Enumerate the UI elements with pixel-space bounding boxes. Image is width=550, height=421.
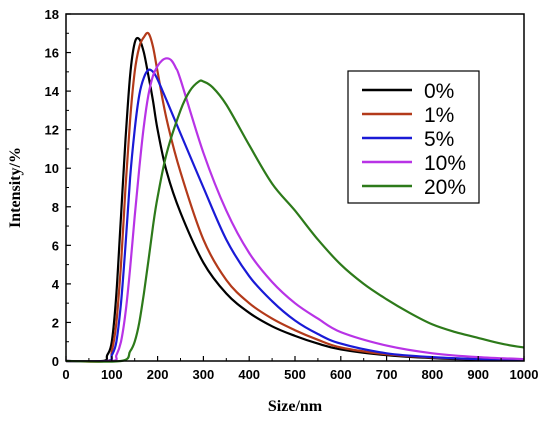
y-axis-title: Intensity/% (7, 147, 24, 228)
y-tick-label: 0 (52, 354, 59, 369)
x-tick-label: 400 (238, 367, 260, 382)
x-tick-label: 1000 (510, 367, 539, 382)
series-line-1 (65, 31, 525, 363)
y-tick-label: 8 (52, 200, 59, 215)
series-line-2 (65, 68, 525, 363)
y-tick-label: 4 (52, 277, 60, 292)
x-tick-label: 600 (330, 367, 352, 382)
legend-label-1: 1% (424, 104, 454, 127)
legend-label-2: 5% (424, 128, 454, 151)
legend-label-0: 0% (424, 80, 454, 103)
legend-label-3: 10% (424, 152, 466, 175)
series-layer (65, 31, 525, 363)
x-tick-label: 0 (62, 367, 69, 382)
x-tick-label: 800 (422, 367, 444, 382)
x-axis-title: Size/nm (268, 398, 323, 415)
x-tick-label: 100 (101, 367, 123, 382)
x-tick-label: 500 (284, 367, 306, 382)
legend: 0%1%5%10%20% (347, 70, 480, 204)
series-line-3 (65, 57, 525, 363)
y-tick-label: 2 (52, 315, 59, 330)
series-line-4 (65, 79, 525, 363)
axis-ticks: 0 100 200 300 400 500 600 700 800 900 1000 0 2 4 6 8 10 1… (45, 7, 539, 382)
x-tick-label: 300 (193, 367, 215, 382)
y-tick-label: 14 (45, 84, 60, 99)
y-tick-label: 12 (45, 123, 59, 138)
x-tick-label: 900 (467, 367, 489, 382)
y-tick-label: 18 (45, 7, 59, 22)
legend-label-4: 20% (424, 176, 466, 199)
series-line-0 (65, 36, 525, 363)
y-tick-label: 10 (45, 161, 59, 176)
legend-items: 0%1%5%10%20% (362, 80, 466, 199)
y-tick-label: 16 (45, 46, 59, 61)
x-tick-label: 200 (147, 367, 169, 382)
y-tick-label: 6 (52, 238, 59, 253)
x-tick-label: 700 (376, 367, 398, 382)
